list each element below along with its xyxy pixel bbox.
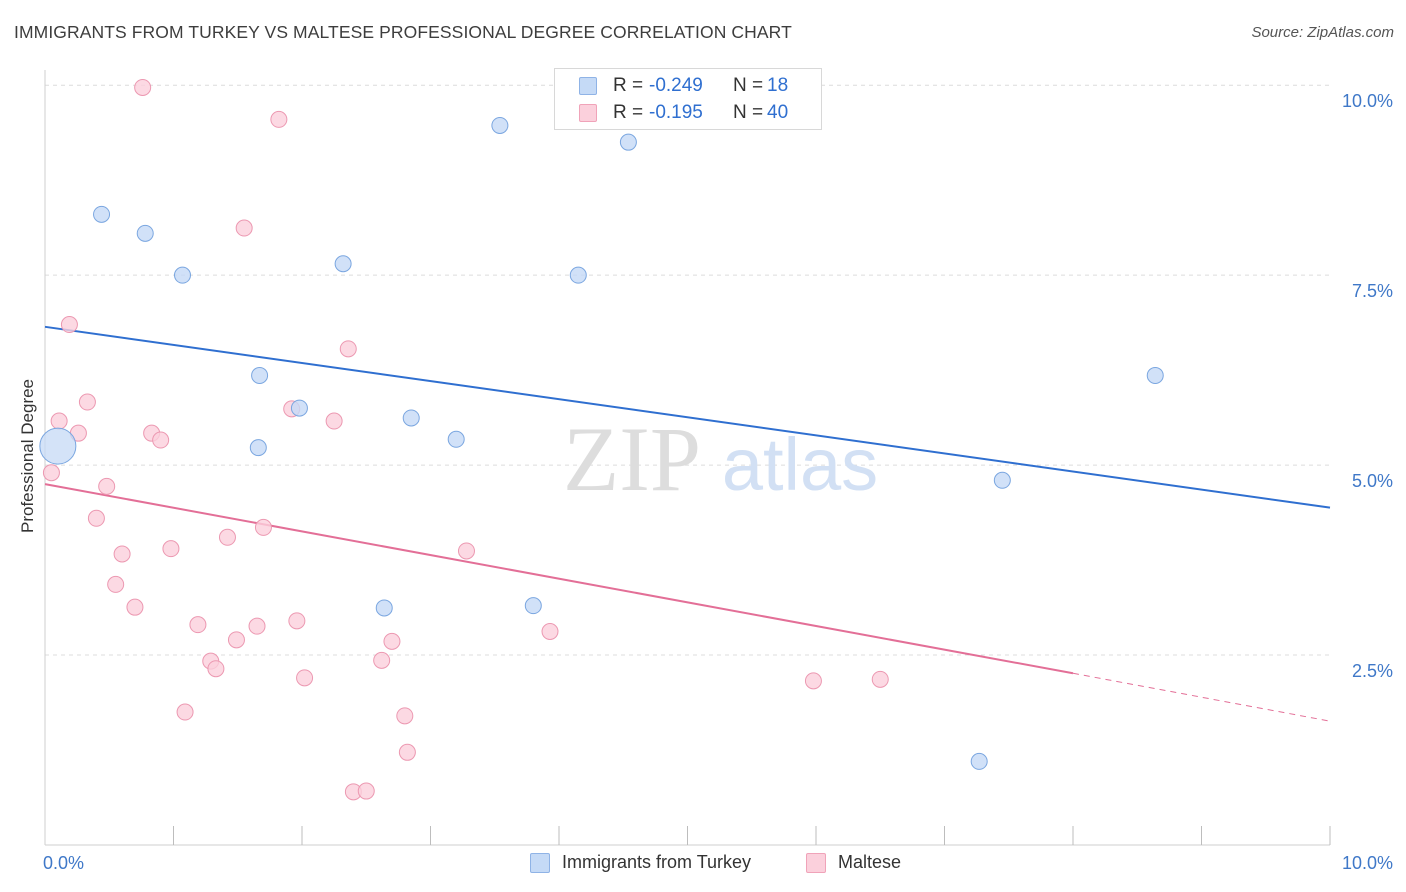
point-turkey-2	[136, 224, 154, 242]
point-maltese-25	[288, 612, 306, 630]
point-maltese-6	[98, 477, 116, 495]
point-maltese-32	[383, 632, 401, 650]
point-turkey-9	[402, 409, 420, 427]
watermark: ZIP atlas	[563, 408, 878, 510]
point-turkey-12	[524, 597, 542, 615]
point-maltese-0	[42, 464, 60, 482]
watermark-zip: ZIP	[563, 408, 701, 510]
x-tick-label-0: 0.0%	[43, 853, 84, 873]
legend-r-label: R =	[613, 75, 644, 96]
stats-legend: R = -0.249 N = 18 R = -0.195 N = 40	[554, 68, 822, 130]
point-turkey-3	[173, 266, 191, 284]
point-maltese-39	[871, 670, 889, 688]
point-maltese-31	[373, 651, 391, 669]
y-tick-label-2: 7.5%	[1352, 281, 1393, 301]
legend-swatch-maltese	[579, 104, 597, 122]
point-maltese-33	[396, 707, 414, 725]
source-label: Source: ZipAtlas.com	[1251, 24, 1394, 41]
point-maltese-15	[189, 616, 207, 634]
point-maltese-10	[134, 78, 152, 96]
y-axis-label: Professional Degree	[18, 378, 37, 534]
point-turkey-0	[39, 427, 77, 465]
y-tick-label-0: 2.5%	[1352, 661, 1393, 681]
y-tick-label-1: 5.0%	[1352, 471, 1393, 491]
chart-title: IMMIGRANTS FROM TURKEY VS MALTESE PROFES…	[14, 22, 792, 42]
point-turkey-4	[249, 439, 267, 457]
watermark-atlas: atlas	[722, 423, 878, 506]
point-maltese-5	[87, 509, 105, 527]
point-turkey-5	[251, 366, 269, 384]
point-maltese-12	[152, 431, 170, 449]
y-tick-label-3: 10.0%	[1342, 91, 1393, 111]
point-maltese-27	[325, 412, 343, 430]
point-turkey-8	[375, 599, 393, 617]
point-turkey-16	[993, 471, 1011, 489]
point-maltese-34	[398, 743, 416, 761]
tick-labels: 2.5% 5.0% 7.5% 10.0% 0.0% 10.0%	[43, 91, 1393, 873]
bottom-legend-label-maltese: Maltese	[838, 852, 902, 872]
bottom-legend-swatch-turkey	[530, 853, 550, 873]
trend-lines	[44, 325, 1331, 722]
point-maltese-1	[50, 412, 68, 430]
legend-r-value-turkey: -0.249	[649, 75, 703, 96]
trend-line-maltese	[44, 483, 1074, 675]
data-points	[39, 78, 1164, 801]
point-maltese-30	[357, 782, 375, 800]
point-maltese-22	[254, 518, 272, 536]
legend-n-value-maltese: 40	[767, 102, 789, 123]
trend-line-maltese-extension	[1072, 672, 1331, 722]
point-maltese-14	[176, 703, 194, 721]
point-maltese-20	[235, 219, 253, 237]
x-tick-label-1: 10.0%	[1342, 853, 1393, 873]
point-maltese-38	[804, 672, 822, 690]
point-turkey-13	[569, 266, 587, 284]
point-maltese-23	[270, 110, 288, 128]
point-maltese-17	[207, 660, 225, 678]
trend-line-turkey	[44, 325, 1331, 509]
point-maltese-18	[218, 528, 236, 546]
point-maltese-2	[60, 316, 78, 334]
point-maltese-21	[248, 617, 266, 635]
point-maltese-8	[113, 545, 131, 563]
point-maltese-35	[457, 542, 475, 560]
point-maltese-36	[541, 622, 559, 640]
legend-n-label: N =	[733, 75, 764, 96]
bottom-legend-swatch-maltese	[806, 853, 826, 873]
bottom-legend-label-turkey: Immigrants from Turkey	[562, 852, 752, 872]
point-maltese-4	[78, 393, 96, 411]
point-turkey-10	[447, 430, 465, 448]
grid-lines	[45, 84, 1330, 656]
point-maltese-7	[107, 575, 125, 593]
point-maltese-26	[296, 669, 314, 687]
point-maltese-9	[126, 598, 144, 616]
point-turkey-7	[334, 255, 352, 273]
point-maltese-28	[339, 340, 357, 358]
point-turkey-17	[1146, 366, 1164, 384]
legend-r-label: R =	[613, 102, 644, 123]
point-turkey-15	[970, 752, 988, 770]
legend-swatch-turkey	[579, 77, 597, 95]
legend-r-value-maltese: -0.195	[649, 102, 703, 123]
point-maltese-19	[227, 631, 245, 649]
point-turkey-1	[93, 205, 111, 223]
point-maltese-13	[162, 540, 180, 558]
point-turkey-6	[290, 399, 308, 417]
point-turkey-14	[619, 133, 637, 151]
legend-n-label: N =	[733, 102, 764, 123]
point-turkey-11	[491, 116, 509, 134]
legend-n-value-turkey: 18	[767, 75, 789, 96]
